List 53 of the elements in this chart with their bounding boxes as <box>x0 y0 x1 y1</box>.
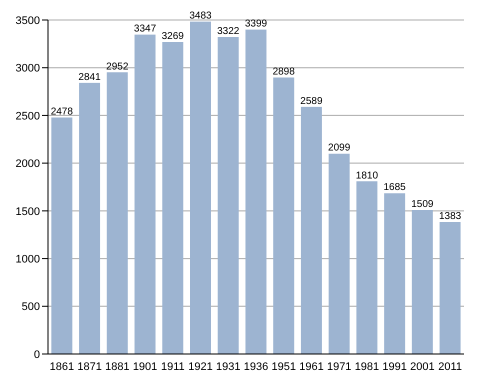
bar <box>51 118 72 354</box>
data-label: 1509 <box>411 199 434 210</box>
data-label: 3399 <box>244 18 268 30</box>
x-tick-label: 1981 <box>354 360 380 373</box>
bar <box>384 193 406 354</box>
bar <box>356 181 378 354</box>
x-tick-label: 1931 <box>216 360 241 373</box>
x-tick-label: 1951 <box>271 360 296 373</box>
bar <box>190 22 211 354</box>
y-tick-label: 1500 <box>16 206 40 218</box>
y-tick-label: 3000 <box>16 62 40 75</box>
y-tick-label: 1000 <box>16 253 40 266</box>
x-tick-label: 1961 <box>299 360 324 373</box>
data-label: 3269 <box>162 31 184 42</box>
data-label: 1810 <box>356 170 378 182</box>
bar <box>273 77 294 354</box>
x-tick-label: 1871 <box>77 360 102 373</box>
data-label: 2898 <box>272 66 296 78</box>
x-tick-label: 1971 <box>326 360 352 373</box>
y-tick-label: 2000 <box>16 158 40 170</box>
y-tick-label: 3500 <box>16 14 40 27</box>
data-label: 2952 <box>106 61 129 72</box>
bar <box>134 34 156 354</box>
data-label: 1685 <box>384 182 406 194</box>
y-tick-label: 500 <box>22 301 40 314</box>
data-label: 2589 <box>300 96 323 107</box>
x-tick-label: 1911 <box>160 360 185 373</box>
x-tick-label: 1901 <box>132 360 158 373</box>
bar <box>412 210 433 354</box>
data-label: 2099 <box>328 142 351 154</box>
data-label: 1383 <box>438 211 462 222</box>
bar <box>328 154 350 354</box>
bar <box>106 72 128 354</box>
x-tick-label: 2011 <box>438 360 462 373</box>
bar <box>218 36 239 354</box>
data-label: 2841 <box>78 72 102 83</box>
bar <box>440 222 461 354</box>
data-label: 3322 <box>217 26 240 37</box>
x-tick-label: 2001 <box>410 360 435 373</box>
x-tick-label: 1921 <box>188 360 213 373</box>
bar <box>300 106 322 354</box>
x-tick-label: 1991 <box>382 360 407 373</box>
y-tick-label: 0 <box>34 348 40 361</box>
bar <box>79 82 100 354</box>
x-tick-label: 1861 <box>50 360 74 373</box>
bar <box>162 42 184 354</box>
x-tick-label: 1881 <box>105 360 130 373</box>
bar <box>245 30 266 354</box>
x-tick-label: 1936 <box>244 360 268 373</box>
data-label: 2478 <box>50 106 74 118</box>
data-label: 3483 <box>189 10 212 22</box>
y-tick-label: 2500 <box>16 110 40 122</box>
data-label: 3347 <box>134 24 157 35</box>
